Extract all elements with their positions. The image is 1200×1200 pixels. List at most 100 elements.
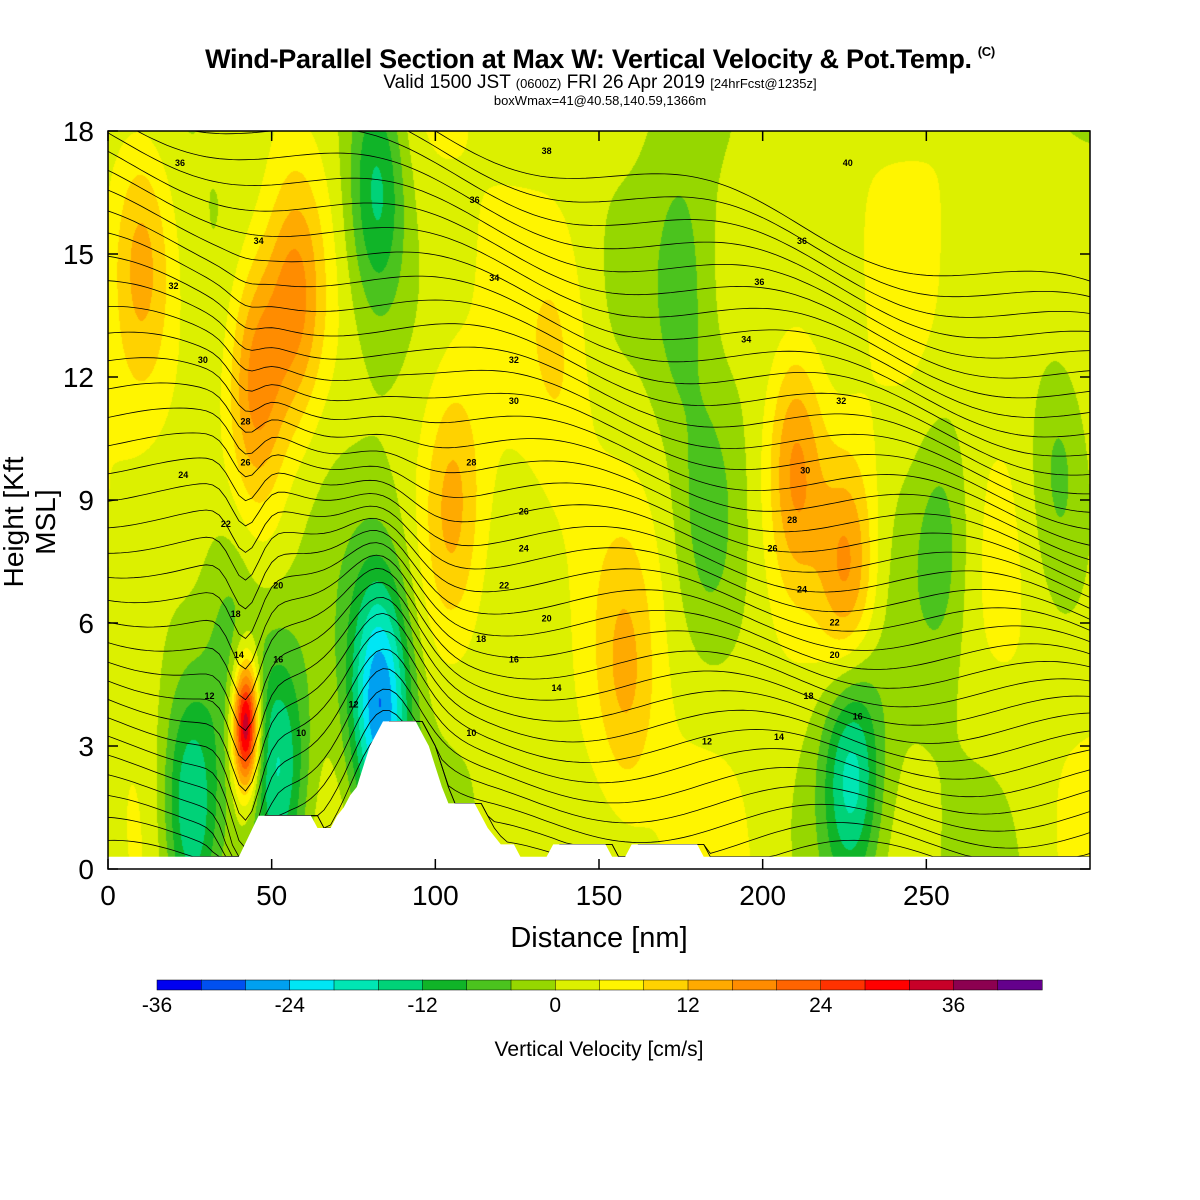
isentrope-line bbox=[108, 668, 1090, 858]
theta-label: 32 bbox=[836, 396, 846, 406]
isentrope-line bbox=[108, 189, 1090, 418]
y-tick-label: 15 bbox=[63, 239, 94, 270]
isentrope-line bbox=[434, 131, 1090, 282]
theta-label: 14 bbox=[774, 732, 784, 742]
colorbar-swatch bbox=[820, 979, 866, 991]
colorbar-swatch bbox=[776, 979, 822, 991]
colorbar-tick-label: 24 bbox=[809, 994, 833, 1017]
isentrope-line bbox=[108, 210, 1090, 438]
theta-label: 30 bbox=[509, 396, 519, 406]
theta-label: 22 bbox=[221, 519, 231, 529]
theta-label: 34 bbox=[741, 334, 751, 344]
forecast-info: [24hrFcst@1235z] bbox=[710, 76, 817, 91]
isentrope-line bbox=[108, 357, 1090, 546]
terrain-mask bbox=[108, 721, 1090, 869]
isentrope-line bbox=[108, 517, 1090, 632]
isentrope-line bbox=[108, 630, 1090, 821]
isentrope-line bbox=[108, 432, 1090, 587]
colorbar-swatch bbox=[466, 979, 512, 991]
theta-label: 24 bbox=[178, 470, 188, 480]
theta-label: 38 bbox=[542, 146, 552, 156]
isentrope-line bbox=[108, 169, 1090, 399]
colorbar-swatch bbox=[643, 979, 689, 991]
theta-label: 28 bbox=[240, 416, 250, 426]
copyright-mark: (C) bbox=[977, 44, 995, 59]
colorbar-swatch bbox=[333, 979, 379, 991]
isentrope-line bbox=[108, 306, 1090, 513]
theta-label: 24 bbox=[519, 544, 529, 554]
theta-label: 32 bbox=[509, 355, 519, 365]
colorbar-swatch bbox=[732, 979, 778, 991]
isentrope-line bbox=[108, 382, 1090, 561]
isentrope-line bbox=[108, 483, 1090, 609]
y-axis-label: Height [Kft MSL] bbox=[0, 456, 61, 588]
theta-label: 22 bbox=[830, 617, 840, 627]
colorbar-swatch bbox=[687, 979, 733, 991]
chart-title: Wind-Parallel Section at Max W: Vertical… bbox=[0, 44, 1200, 75]
colorbar: -36 -24 -12 0 12 24 36 bbox=[142, 979, 1043, 1017]
colorbar-tick-label: 36 bbox=[942, 994, 965, 1017]
theta-label: 16 bbox=[509, 654, 519, 664]
theta-label: 36 bbox=[797, 236, 807, 246]
theta-label: 30 bbox=[198, 355, 208, 365]
colorbar-tick-label: 12 bbox=[676, 994, 699, 1017]
box-max-info: boxWmax=41@40.58,140.59,1366m bbox=[493, 93, 707, 108]
colorbar-swatch bbox=[289, 979, 335, 991]
isentrope-line bbox=[108, 612, 1090, 792]
isentrope-line bbox=[108, 648, 1090, 849]
theta-label: 22 bbox=[499, 580, 509, 590]
isentrope-line bbox=[108, 150, 1090, 379]
theta-label: 26 bbox=[519, 507, 529, 517]
colorbar-tick-label: -36 bbox=[142, 994, 172, 1017]
theta-label: 10 bbox=[466, 728, 476, 738]
vertical-velocity-field bbox=[108, 131, 1090, 869]
theta-label: 20 bbox=[542, 613, 552, 623]
isentrope-line bbox=[108, 530, 1090, 651]
theta-label: 18 bbox=[476, 634, 486, 644]
y-tick-label: 0 bbox=[78, 854, 94, 885]
colorbar-swatch bbox=[953, 979, 999, 991]
theta-label: 20 bbox=[830, 650, 840, 660]
isentrope-line bbox=[108, 132, 1090, 359]
colorbar-swatch bbox=[864, 979, 910, 991]
x-tick-label: 150 bbox=[576, 880, 623, 911]
theta-label: 26 bbox=[767, 544, 777, 554]
theta-label: 32 bbox=[168, 281, 178, 291]
theta-label: 12 bbox=[348, 699, 358, 709]
theta-label: 18 bbox=[803, 691, 813, 701]
y-tick-label: 9 bbox=[78, 485, 94, 516]
isentrope-line bbox=[108, 582, 1090, 732]
theta-label: 14 bbox=[551, 683, 561, 693]
valid-utc: (0600Z) bbox=[515, 76, 562, 91]
theta-label: 16 bbox=[853, 712, 863, 722]
isentrope-line bbox=[407, 131, 1090, 298]
isentrope-line bbox=[108, 280, 1090, 495]
chart-subtitle: Valid 1500 JST (0600Z) FRI 26 Apr 2019 [… bbox=[0, 72, 1200, 94]
isentrope-line bbox=[108, 255, 1090, 476]
theta-label: 28 bbox=[787, 515, 797, 525]
isentrope-line bbox=[136, 131, 1090, 339]
theta-label: 34 bbox=[254, 236, 264, 246]
colorbar-swatch bbox=[510, 979, 556, 991]
theta-label: 26 bbox=[240, 457, 250, 467]
theta-label: 12 bbox=[702, 736, 712, 746]
isentrope-line bbox=[108, 232, 1090, 457]
colorbar-swatch bbox=[599, 979, 645, 991]
colorbar-swatch bbox=[156, 979, 202, 991]
x-tick-label: 200 bbox=[739, 880, 786, 911]
valid-time: Valid 1500 JST bbox=[383, 72, 511, 93]
colorbar-swatch bbox=[378, 979, 424, 991]
valid-date: FRI 26 Apr 2019 bbox=[566, 72, 705, 93]
isentrope-line bbox=[108, 596, 1090, 762]
chart-title-text: Wind-Parallel Section at Max W: Vertical… bbox=[205, 44, 972, 74]
colorbar-swatch bbox=[909, 979, 955, 991]
y-tick-label: 6 bbox=[78, 608, 94, 639]
colorbar-swatch bbox=[422, 979, 468, 991]
y-tick-label: 3 bbox=[78, 731, 94, 762]
isentrope-line bbox=[108, 331, 1090, 530]
theta-label: 12 bbox=[204, 691, 214, 701]
colorbar-tick-label: 0 bbox=[549, 994, 561, 1017]
colorbar-tick-label: -24 bbox=[275, 994, 306, 1017]
